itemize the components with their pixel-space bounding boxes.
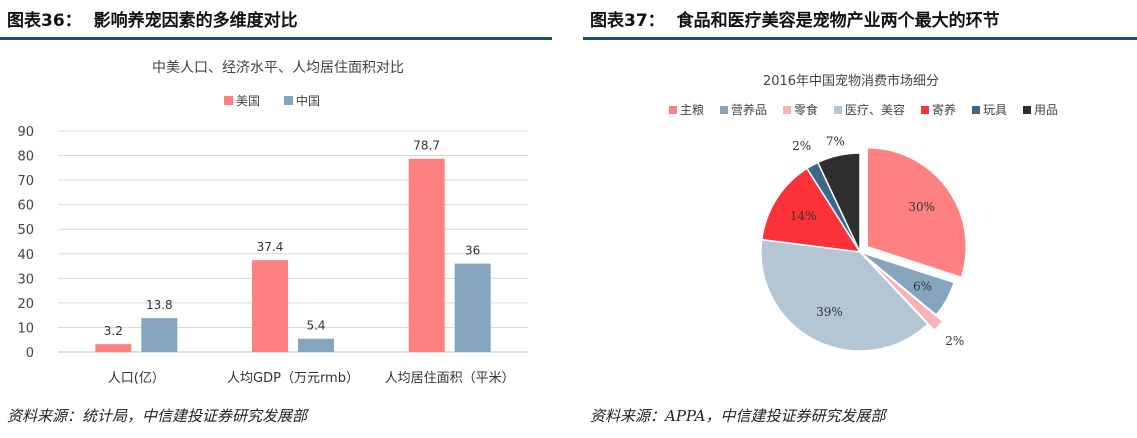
pie-slice	[760, 238, 929, 352]
right-source-note: 资料来源：APPA，中信建投证券研究发展部	[590, 407, 886, 425]
pie-legend-label: 寄养	[932, 102, 956, 117]
pie-legend-swatch	[834, 106, 842, 114]
pie-chart-legend: 主粮 营养品 零食 医疗、美容 寄养 玩具 用品	[669, 102, 1058, 117]
x-category-label: 人口(亿）	[108, 371, 165, 386]
pie-value-label: 39%	[816, 305, 843, 319]
bar-us	[408, 158, 445, 352]
y-tick-label: 70	[17, 174, 34, 189]
bar-value-label: 3.2	[104, 324, 123, 338]
bar-us	[252, 260, 288, 352]
pie-legend-label: 主粮	[680, 102, 704, 117]
right-figure-caption: 食品和医疗美容是宠物产业两个最大的环节	[676, 11, 1000, 31]
bar-cn	[454, 263, 491, 352]
y-tick-label: 90	[17, 125, 34, 140]
x-category-label: 人均GDP（万元rmb）	[227, 371, 359, 386]
pie-legend-swatch	[669, 106, 677, 114]
y-tick-label: 40	[17, 248, 34, 263]
right-figure-title: 图表37： 食品和医疗美容是宠物产业两个最大的环节	[590, 6, 1000, 31]
pie-value-label: 14%	[790, 209, 817, 223]
bar-chart-categories: 人口(亿） 人均GDP（万元rmb） 人均居住面积（平米）	[108, 371, 515, 386]
right-title-rule	[583, 37, 1137, 40]
y-tick-label: 60	[17, 199, 34, 214]
bar-cn	[298, 338, 334, 352]
left-figure-title: 图表36： 影响养宠因素的多维度对比	[7, 6, 298, 31]
bar-chart-title: 中美人口、经济水平、人均居住面积对比	[152, 60, 404, 76]
pie-slice	[816, 152, 861, 253]
pie-legend-swatch	[720, 106, 728, 114]
y-tick-label: 50	[17, 223, 34, 238]
pie-legend-swatch	[1023, 106, 1031, 114]
pie-slice	[760, 167, 862, 253]
bar-value-label: 13.8	[146, 298, 173, 312]
y-tick-label: 80	[17, 150, 34, 165]
y-tick-label: 20	[17, 297, 34, 312]
bar-value-label: 5.4	[306, 319, 325, 333]
pie-chart-slices	[760, 146, 968, 352]
bar-chart-y-ticks: 0 10 20 30 40 50 60 70 80 90	[17, 125, 34, 361]
pie-chart-title: 2016年中国宠物消费市场细分	[763, 73, 939, 89]
bar-us	[95, 344, 132, 352]
left-title-rule	[0, 37, 552, 40]
pie-value-label: 7%	[826, 135, 845, 149]
left-source-note: 资料来源：统计局，中信建投证券研究发展部	[7, 407, 308, 425]
pie-legend-label: 营养品	[731, 102, 767, 117]
x-category-label: 人均居住面积（平米）	[385, 371, 515, 386]
right-figure-number: 图表37：	[590, 11, 665, 31]
pie-legend-swatch	[783, 106, 791, 114]
pie-legend-label: 零食	[794, 102, 818, 117]
y-tick-label: 10	[17, 321, 34, 336]
legend-label-us: 美国	[236, 94, 260, 108]
pie-chart-value-labels: 30% 6% 2% 39% 14% 2% 7%	[790, 135, 964, 348]
pie-legend-swatch	[921, 106, 929, 114]
bar-value-label: 78.7	[413, 139, 440, 153]
legend-swatch-us	[224, 96, 233, 105]
bar-chart-gridlines	[58, 130, 528, 353]
legend-swatch-cn	[284, 96, 293, 105]
pie-legend-label: 医疗、美容	[845, 102, 905, 117]
left-figure-number: 图表36：	[7, 11, 82, 31]
bar-value-label: 36	[465, 244, 480, 258]
legend-label-cn: 中国	[296, 93, 320, 108]
pie-value-label: 2%	[792, 139, 811, 153]
bar-cn	[141, 318, 178, 352]
bar-chart: 中美人口、经济水平、人均居住面积对比 美国 中国 0 10 20 30 40 50 60 70…	[17, 60, 528, 386]
pie-legend-swatch	[972, 106, 980, 114]
bar-value-label: 37.4	[257, 240, 284, 254]
bar-chart-value-labels: 3.2 13.8 37.4 5.4 78.7 36	[104, 139, 481, 338]
pie-chart: 2016年中国宠物消费市场细分 主粮 营养品 零食 医疗、美容 寄养 玩具 用品 30% 6%…	[669, 73, 1058, 352]
y-tick-label: 0	[26, 346, 34, 361]
pie-value-label: 2%	[945, 334, 964, 348]
bar-chart-bars	[95, 158, 491, 352]
pie-slice	[866, 257, 944, 332]
pie-slice	[866, 146, 968, 279]
y-tick-label: 30	[17, 272, 34, 287]
pie-legend-label: 玩具	[983, 103, 1007, 117]
left-figure-panel: 图表36： 影响养宠因素的多维度对比 中美人口、经济水平、人均居住面积对比 美国 …	[0, 0, 552, 438]
bar-chart-legend: 美国 中国	[224, 93, 320, 108]
left-figure-caption: 影响养宠因素的多维度对比	[93, 11, 298, 31]
right-figure-panel: 图表37： 食品和医疗美容是宠物产业两个最大的环节 2016年中国宠物消费市场细分…	[583, 0, 1137, 438]
pie-legend-label: 用品	[1034, 103, 1058, 117]
pie-value-label: 6%	[913, 279, 932, 293]
pie-value-label: 30%	[908, 200, 935, 214]
